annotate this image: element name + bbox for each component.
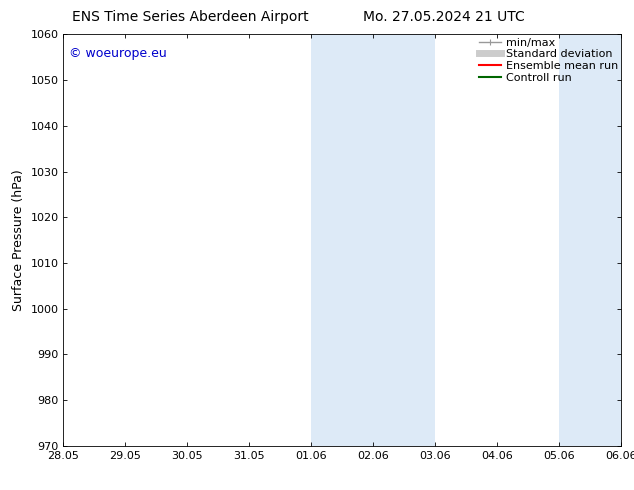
Y-axis label: Surface Pressure (hPa): Surface Pressure (hPa) <box>12 169 25 311</box>
Text: Mo. 27.05.2024 21 UTC: Mo. 27.05.2024 21 UTC <box>363 10 525 24</box>
Bar <box>373 34 436 446</box>
Bar <box>311 34 373 446</box>
Bar <box>559 34 621 446</box>
Text: ENS Time Series Aberdeen Airport: ENS Time Series Aberdeen Airport <box>72 10 309 24</box>
Text: © woeurope.eu: © woeurope.eu <box>69 47 167 60</box>
Legend: min/max, Standard deviation, Ensemble mean run, Controll run: min/max, Standard deviation, Ensemble me… <box>479 38 618 83</box>
